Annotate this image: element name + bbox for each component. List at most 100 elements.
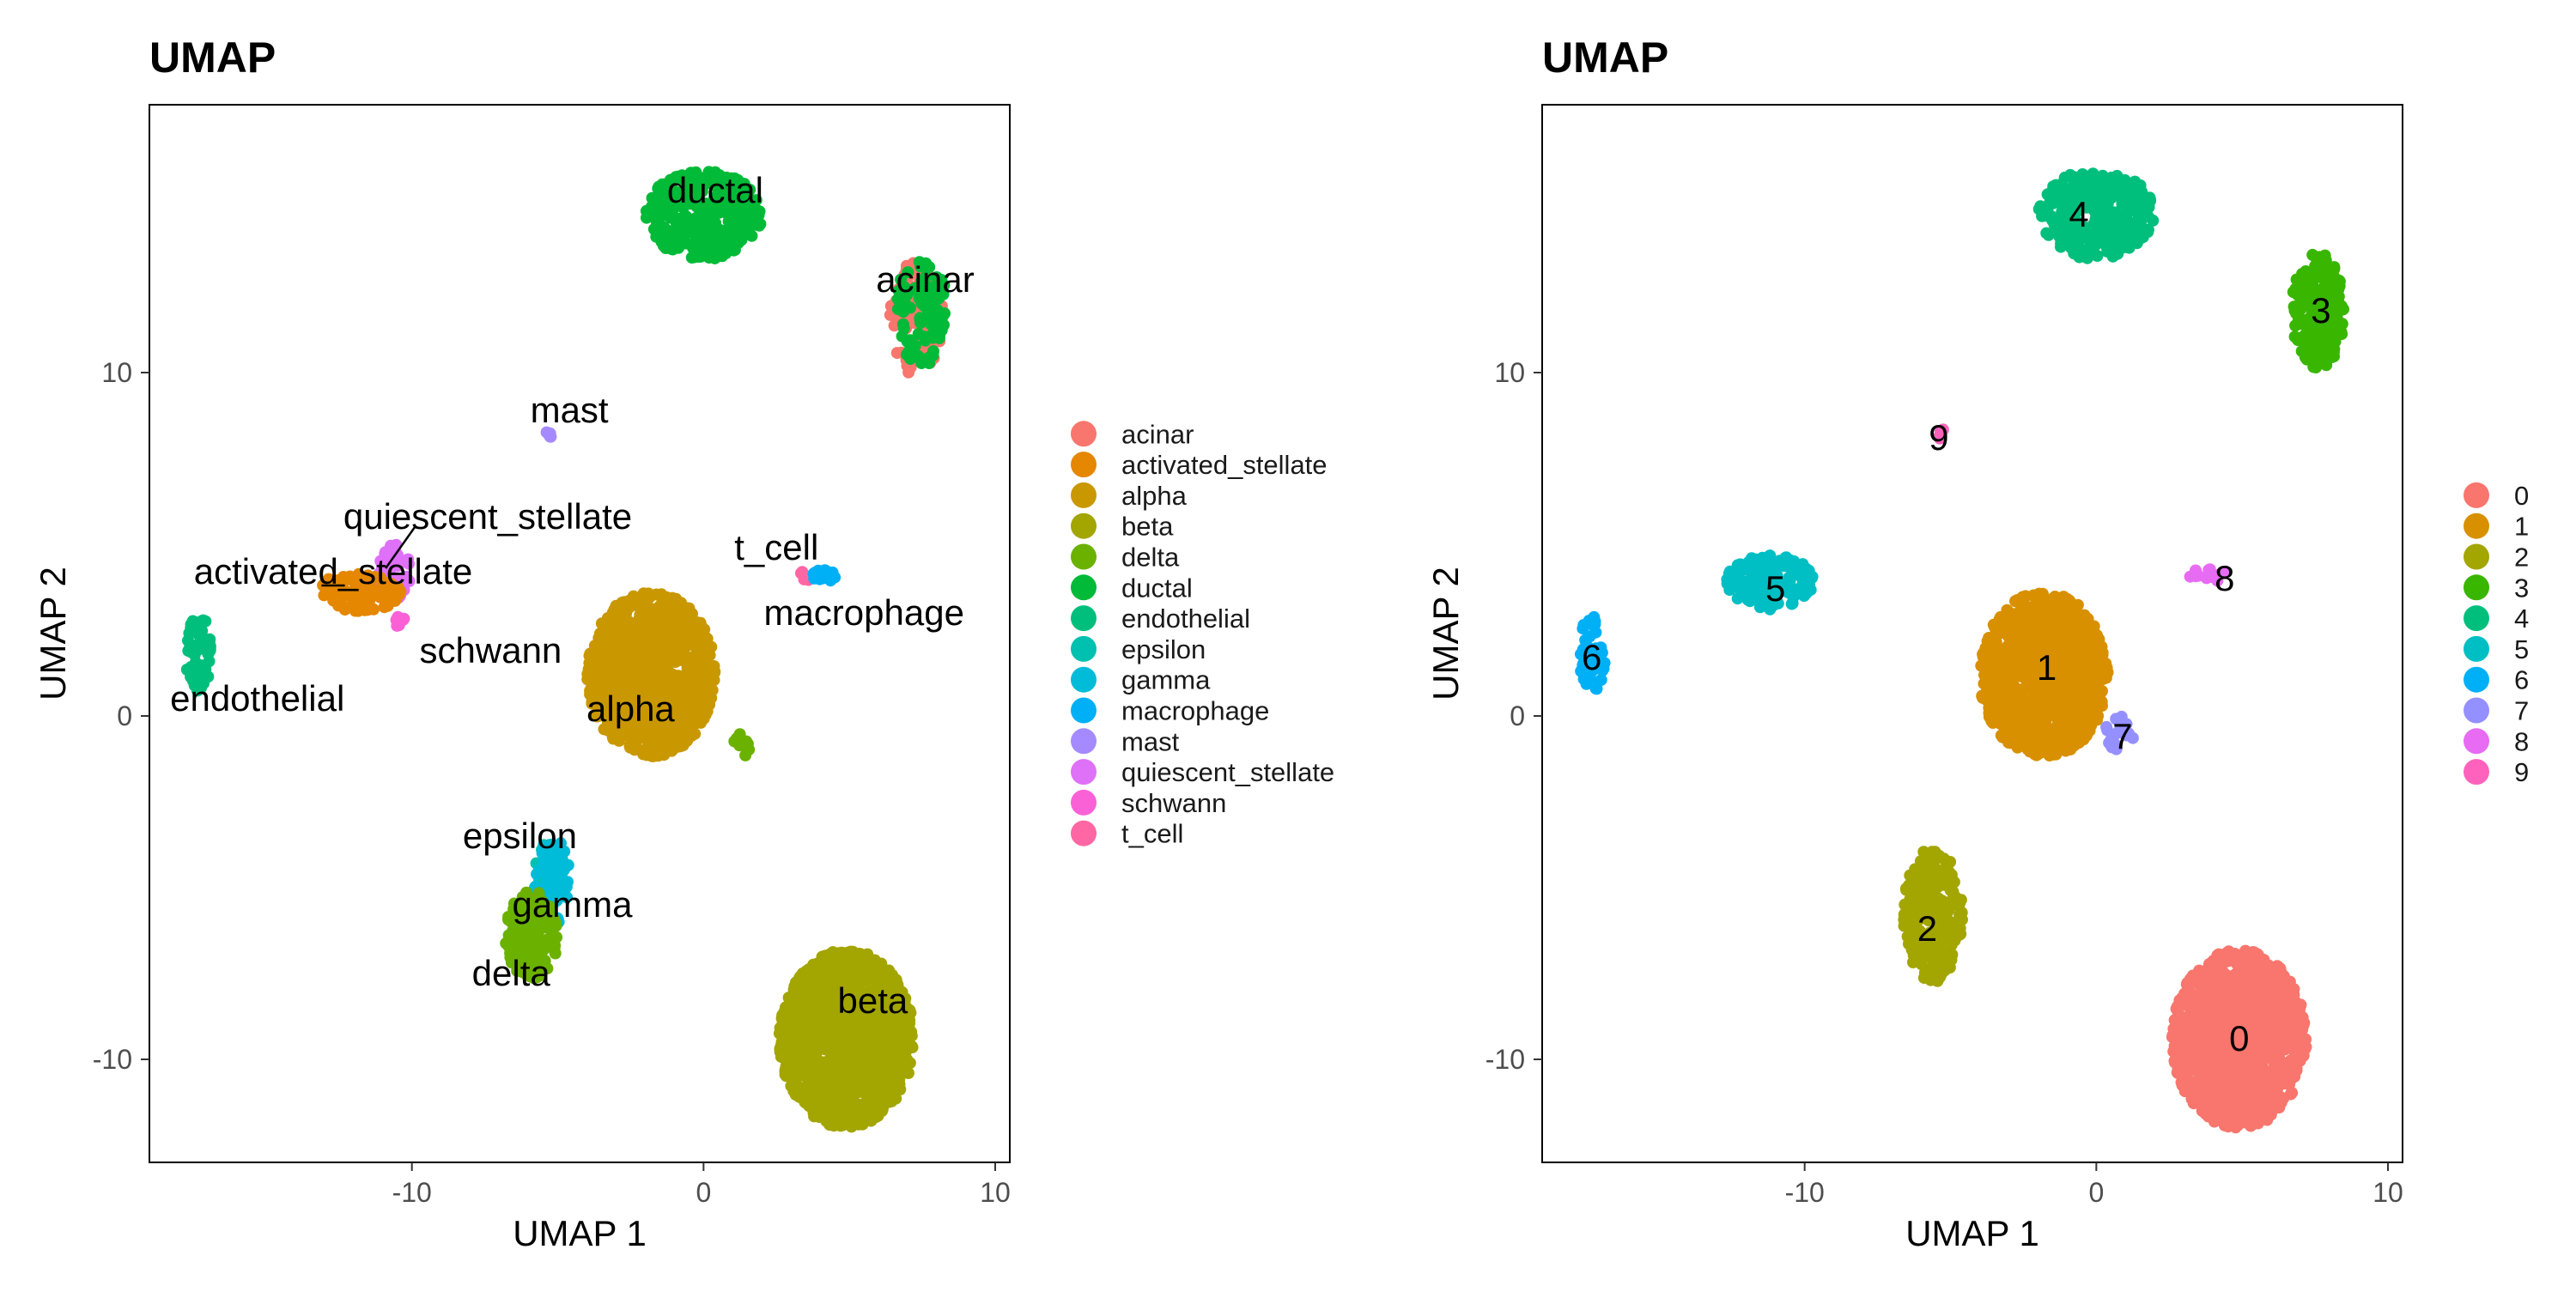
data-point — [352, 605, 364, 617]
data-point — [2225, 976, 2237, 988]
data-point — [866, 1041, 878, 1053]
data-point — [811, 1094, 823, 1106]
x-tick-label: -10 — [392, 1177, 432, 1208]
cluster-label: endothelial — [170, 678, 344, 719]
data-point — [693, 210, 705, 222]
data-point — [509, 934, 521, 946]
y-tick-label: -10 — [93, 1044, 132, 1075]
legend-swatch — [1071, 544, 1097, 570]
legend-item: schwann — [1071, 788, 1226, 818]
cluster-alpha — [581, 587, 720, 762]
data-point — [934, 320, 946, 332]
cluster-macrophage — [808, 564, 841, 586]
data-point — [376, 590, 388, 602]
data-point — [2275, 1038, 2287, 1050]
data-point — [2281, 1072, 2293, 1084]
legend-label: delta — [1121, 543, 1180, 573]
data-point — [189, 649, 201, 661]
data-point — [902, 1035, 914, 1047]
data-point — [2275, 968, 2287, 980]
legend-swatch — [1071, 790, 1097, 816]
legend-item: delta — [1071, 543, 1180, 573]
data-point — [644, 622, 656, 634]
data-point — [850, 964, 862, 976]
data-point — [820, 565, 832, 577]
data-point — [795, 567, 807, 579]
x-axis-label: UMAP 1 — [513, 1213, 647, 1253]
y-tick-label: 10 — [101, 357, 132, 388]
data-point — [550, 948, 562, 960]
data-point — [937, 310, 949, 322]
data-point — [918, 331, 930, 343]
data-point — [187, 616, 199, 628]
data-point — [702, 641, 714, 653]
data-point — [2197, 969, 2209, 981]
data-point — [2287, 1057, 2299, 1069]
data-point — [729, 244, 741, 256]
data-point — [2186, 1021, 2198, 1033]
cluster-beta — [774, 946, 919, 1133]
legend-swatch — [1071, 574, 1097, 600]
data-point — [668, 739, 680, 751]
legend-label: alpha — [1121, 481, 1188, 511]
legend-swatch — [1071, 605, 1097, 631]
data-point — [854, 952, 866, 964]
data-point — [835, 1057, 848, 1069]
legend-item: quiescent_stellate — [1071, 757, 1334, 787]
data-point — [835, 1022, 848, 1034]
data-point — [2270, 1049, 2282, 1061]
data-point — [735, 738, 747, 750]
legend-label: endothelial — [1121, 604, 1250, 634]
data-point — [697, 685, 709, 697]
data-point — [612, 672, 624, 684]
data-point — [2170, 1015, 2182, 1027]
legend-label: activated_stellate — [1121, 450, 1327, 480]
data-point — [796, 1090, 808, 1102]
plot-title: UMAP — [1542, 33, 1668, 82]
data-point — [2236, 981, 2248, 993]
legend-item: epsilon — [1071, 634, 1206, 664]
legend-item: t_cell — [1071, 819, 1183, 849]
legend-label: t_cell — [1121, 819, 1183, 849]
data-point — [819, 998, 831, 1010]
data-point — [810, 1079, 822, 1091]
data-point — [796, 986, 808, 998]
data-point — [2221, 947, 2233, 959]
cluster-label: acinar — [876, 259, 974, 300]
cluster-label: ductal — [667, 170, 763, 210]
data-point — [2196, 1051, 2208, 1063]
y-axis-label: UMAP 2 — [33, 567, 73, 701]
cluster-label: epsilon — [463, 816, 577, 856]
data-point — [803, 963, 815, 975]
data-point — [642, 587, 654, 599]
legend-item: endothelial — [1071, 604, 1250, 634]
point-layer — [181, 166, 951, 1132]
data-point — [785, 1046, 797, 1058]
legend-item: acinar — [1071, 419, 1194, 449]
data-point — [523, 925, 535, 937]
data-point — [793, 1005, 805, 1017]
data-point — [597, 618, 609, 630]
legend-item: gamma — [1071, 665, 1211, 695]
cluster-label: quiescent_stellate — [343, 496, 632, 537]
data-point — [543, 428, 555, 440]
cluster-label: beta — [838, 980, 908, 1021]
cluster-schwann — [391, 611, 410, 632]
data-point — [831, 955, 843, 967]
data-point — [2294, 999, 2306, 1011]
cluster-label: macrophage — [763, 592, 963, 633]
cluster-label: gamma — [512, 884, 633, 925]
data-point — [650, 231, 662, 243]
data-point — [923, 300, 935, 312]
data-point — [2222, 1120, 2234, 1132]
data-point — [635, 651, 647, 663]
data-point — [2183, 986, 2195, 998]
data-point — [819, 1107, 831, 1119]
data-point — [2293, 1025, 2306, 1037]
legend-item: ductal — [1071, 573, 1193, 603]
data-point — [2242, 1061, 2254, 1073]
data-point — [810, 1064, 822, 1076]
